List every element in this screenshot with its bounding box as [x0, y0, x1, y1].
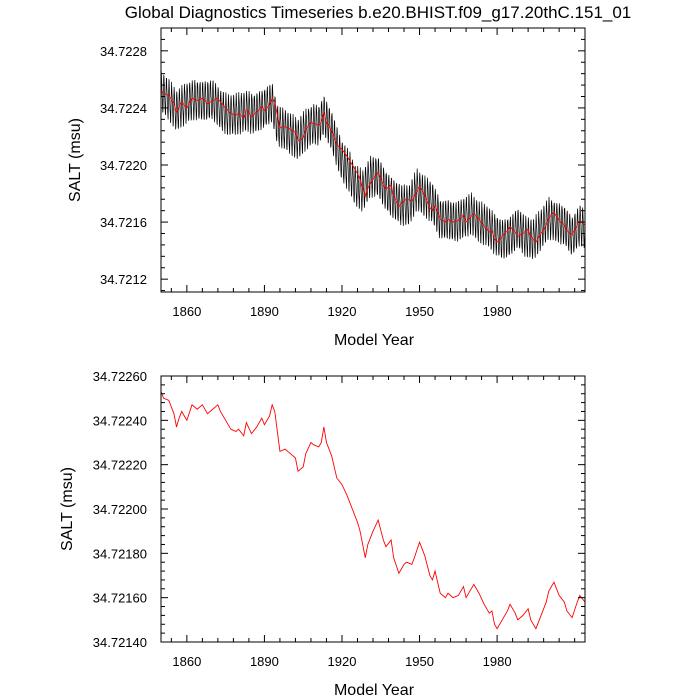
top-panel-y-tick-label: 34.7220	[100, 158, 147, 173]
figure-title: Global Diagnostics Timeseries b.e20.BHIS…	[125, 3, 632, 22]
bottom-panel-y-axis-title: SALT (msu)	[59, 467, 76, 551]
bottom-panel-frame	[160, 375, 586, 643]
top-panel-y-tick-label: 34.7228	[100, 44, 147, 59]
bottom-panel-y-tick-label: 34.72180	[93, 546, 147, 561]
top-panel-x-axis-title: Model Year	[334, 332, 415, 349]
bottom-panel-x-tick-label: 1860	[172, 654, 201, 669]
bottom-panel-x-tick-label: 1980	[483, 654, 512, 669]
bottom-panel-y-tick-label: 34.72260	[93, 369, 147, 384]
top-panel-y-tick-label: 34.7224	[100, 101, 147, 116]
top-panel-x-tick-label: 1950	[405, 304, 434, 319]
bottom-panel-ticks: 1860 1890 1920 1950 1980 34.72140 34.72160 34.7…	[93, 369, 585, 669]
bottom-panel-y-tick-label: 34.72240	[93, 413, 147, 428]
bottom-panel-x-tick-label: 1920	[328, 654, 357, 669]
top-panel-y-tick-label: 34.7212	[100, 272, 147, 287]
top-panel-series-line-annual-mean	[160, 89, 586, 243]
bottom-panel-series	[160, 391, 586, 630]
bottom-panel-x-tick-label: 1890	[250, 654, 279, 669]
top-panel-ticks: 1860 1890 1920 1950 1980 34.7212 34.7216 34.722…	[100, 27, 585, 319]
top-panel: 1860 1890 1920 1950 1980 34.7212 34.7216 34.722…	[67, 27, 586, 349]
top-panel-x-tick-label: 1980	[483, 304, 512, 319]
top-panel-y-axis-title: SALT (msu)	[67, 118, 84, 202]
top-panel-series-line-monthly	[160, 70, 586, 260]
top-panel-x-tick-label: 1860	[172, 304, 201, 319]
bottom-panel-series-line-annual-mean	[160, 391, 586, 630]
top-panel-y-tick-label: 34.7216	[100, 215, 147, 230]
top-panel-x-tick-label: 1890	[250, 304, 279, 319]
top-panel-series	[160, 70, 586, 260]
bottom-panel-x-axis-title: Model Year	[334, 682, 415, 699]
bottom-panel-y-tick-label: 34.72220	[93, 458, 147, 473]
bottom-panel-x-tick-label: 1950	[405, 654, 434, 669]
bottom-panel-y-tick-label: 34.72140	[93, 635, 147, 650]
bottom-panel-y-tick-label: 34.72160	[93, 591, 147, 606]
bottom-panel: 1860 1890 1920 1950 1980 34.72140 34.72160 34.7…	[59, 369, 586, 699]
bottom-panel-y-tick-label: 34.72200	[93, 502, 147, 517]
top-panel-x-tick-label: 1920	[328, 304, 357, 319]
